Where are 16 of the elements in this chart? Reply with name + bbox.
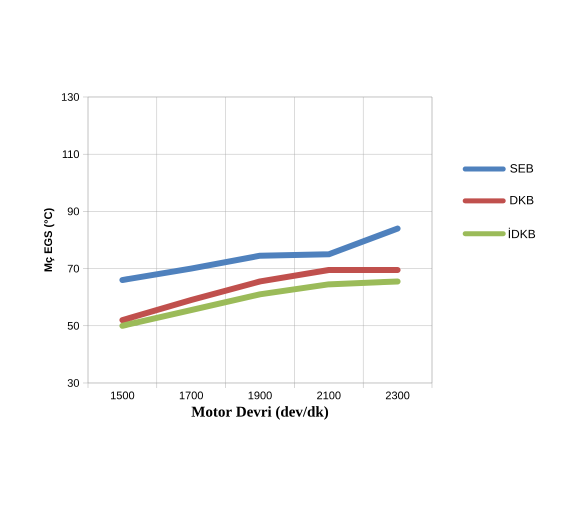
- x-tick-label: 1500: [111, 392, 134, 400]
- y-tick-label: 90: [68, 208, 80, 216]
- legend-label: SEB: [510, 164, 534, 173]
- y-tick-label: 110: [62, 150, 80, 158]
- y-tick-label: 30: [68, 379, 80, 387]
- y-tick-label: 50: [68, 322, 80, 330]
- x-tick-label: 1900: [248, 392, 272, 400]
- y-axis-title: Mç EGS (°C): [44, 208, 54, 272]
- x-axis-title: Motor Devri (dev/dk): [192, 406, 328, 420]
- legend-label: İDKB: [508, 228, 536, 238]
- legend-label: DKB: [510, 196, 534, 204]
- y-tick-label: 130: [62, 93, 80, 101]
- y-tick-label: 70: [68, 264, 80, 272]
- x-tick-label: 1700: [180, 392, 203, 400]
- x-tick-label: 2300: [386, 392, 410, 400]
- x-tick-label: 2100: [317, 392, 341, 400]
